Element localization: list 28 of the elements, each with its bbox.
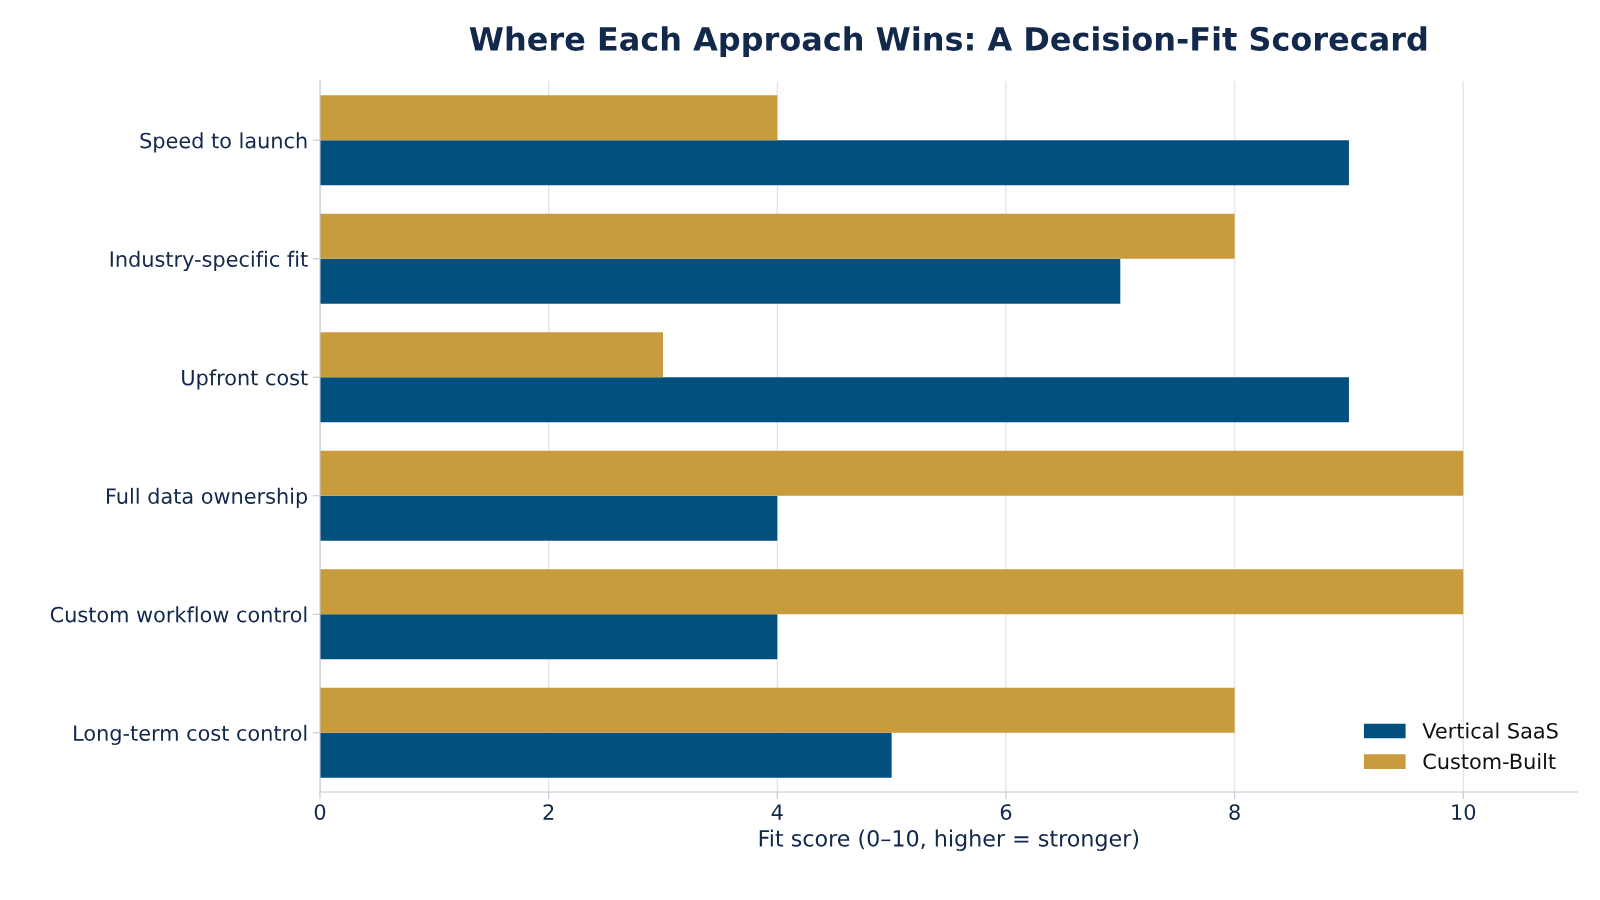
bar: [320, 687, 1235, 733]
x-tick-label: 4: [771, 804, 783, 820]
bar: [320, 258, 1121, 304]
y-tick-label: Long-term cost control: [74, 724, 307, 745]
x-tick-label: 8: [1229, 804, 1240, 820]
bar: [320, 140, 1349, 186]
x-tick-label: 10: [1452, 804, 1476, 820]
bar: [320, 614, 778, 660]
y-tick-label: Industry-specific fit: [110, 250, 308, 271]
y-tick-label: Upfront cost: [182, 369, 308, 390]
x-tick-label: 2: [543, 804, 554, 820]
chart-title: Where Each Approach Wins: A Decision-Fit Scorecard: [469, 26, 1427, 58]
bar: [320, 732, 892, 778]
x-tick-label: 0: [314, 804, 326, 820]
x-tick-label: 6: [1000, 804, 1012, 820]
bar: [320, 213, 1235, 259]
legend-label: Vertical SaaS: [1422, 722, 1558, 739]
bar: [320, 95, 778, 141]
y-tick-label: Full data ownership: [107, 487, 308, 508]
bar: [320, 450, 1464, 496]
bar: [320, 332, 663, 378]
bar: [320, 377, 1349, 423]
bar: [320, 569, 1464, 615]
bar: [320, 495, 778, 541]
y-tick-label: Speed to launch: [140, 132, 307, 153]
y-tick-label: Custom workflow control: [50, 606, 307, 623]
x-axis-title: Fit score (0–10, higher = stronger): [759, 829, 1139, 852]
legend-label: Custom-Built: [1423, 753, 1556, 770]
